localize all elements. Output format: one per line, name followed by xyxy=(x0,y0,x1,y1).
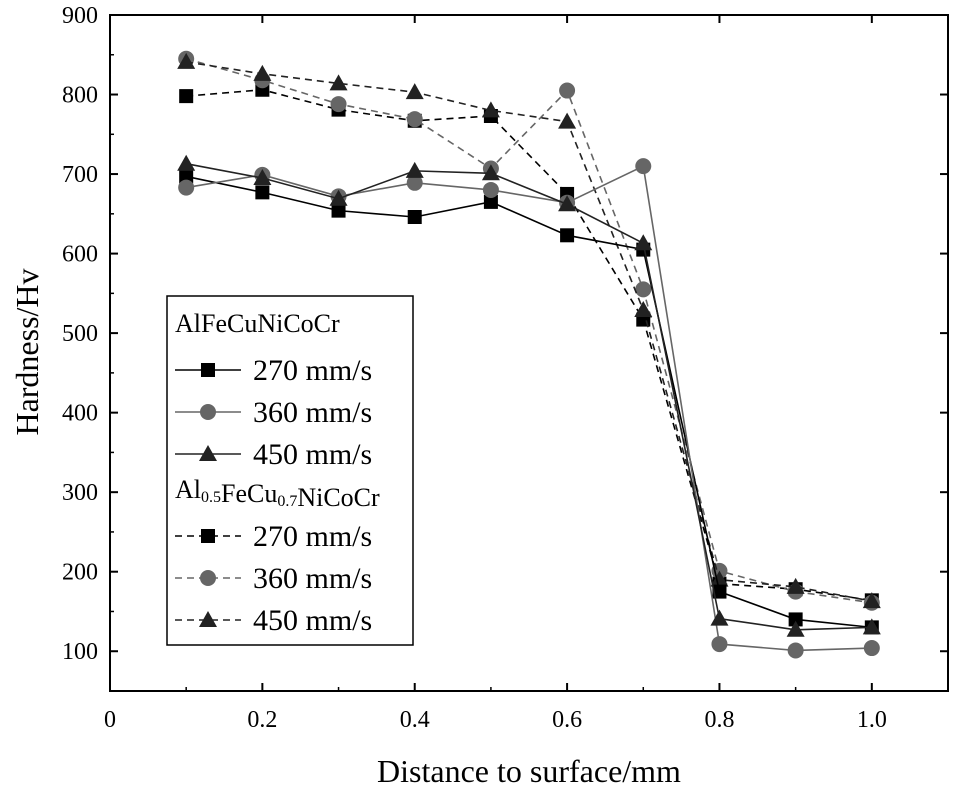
data-point xyxy=(405,161,424,178)
data-point xyxy=(179,169,194,184)
legend-label: 450 mm/s xyxy=(253,438,372,471)
series-solid-triangle xyxy=(177,154,881,637)
data-point xyxy=(177,154,196,171)
legend-label: 360 mm/s xyxy=(253,396,372,429)
plot-frame xyxy=(109,14,949,692)
data-point xyxy=(178,179,195,196)
data-point xyxy=(634,301,653,318)
x-tick-label: 1.0 xyxy=(857,707,887,733)
data-point xyxy=(179,89,194,104)
y-tick-label: 300 xyxy=(62,480,98,506)
legend-group-title: AlFeCuNiCoCr xyxy=(175,309,340,338)
data-point xyxy=(559,82,576,99)
data-point xyxy=(862,592,881,609)
legend-marker xyxy=(201,363,215,377)
series-line xyxy=(186,88,872,602)
data-point xyxy=(406,174,423,191)
data-point xyxy=(331,203,346,218)
data-point xyxy=(863,640,880,657)
legend-marker xyxy=(200,404,216,420)
data-point xyxy=(330,96,347,113)
series-dashed-triangle xyxy=(177,52,881,609)
data-point xyxy=(558,112,577,129)
y-tick-label: 100 xyxy=(62,639,98,665)
data-point xyxy=(787,642,804,659)
data-point xyxy=(711,636,728,653)
y-tick-label: 600 xyxy=(62,242,98,268)
data-point xyxy=(253,64,272,81)
series-line xyxy=(186,162,872,631)
data-point xyxy=(407,210,422,225)
y-tick-label: 800 xyxy=(62,83,98,109)
y-axis-title: Hardness/Hv xyxy=(9,268,45,435)
data-point xyxy=(481,164,500,181)
series-line xyxy=(186,175,872,629)
y-tick-label: 500 xyxy=(62,321,98,347)
data-point xyxy=(710,570,729,587)
legend-marker xyxy=(200,570,216,586)
legend-label: 270 mm/s xyxy=(253,354,372,387)
x-tick-label: 0.8 xyxy=(704,707,734,733)
data-point xyxy=(177,52,196,69)
series-layer xyxy=(177,50,881,659)
data-point xyxy=(481,101,500,118)
legend: AlFeCuNiCoCr 270 mm/s 360 mm/s 450 mm/s Al0.… xyxy=(166,295,414,646)
data-point xyxy=(712,584,727,599)
legend-marker xyxy=(199,611,217,627)
data-point xyxy=(788,612,803,627)
data-point xyxy=(483,194,498,209)
y-tick-label: 700 xyxy=(62,162,98,188)
data-point xyxy=(862,618,881,635)
legend-group-title: Al0.5FeCu0.7NiCoCr xyxy=(175,475,380,512)
data-point xyxy=(405,83,424,100)
legend-marker xyxy=(201,529,215,543)
data-point xyxy=(786,620,805,637)
series-line xyxy=(186,164,872,652)
data-point xyxy=(558,195,577,212)
x-tick-label: 0.6 xyxy=(552,707,582,733)
legend-label: 270 mm/s xyxy=(253,520,372,553)
legend-box xyxy=(166,295,414,646)
y-tick-label: 900 xyxy=(62,3,98,29)
x-tick-label: 0.2 xyxy=(247,707,277,733)
legend-label: 360 mm/s xyxy=(253,562,372,595)
data-point xyxy=(329,74,348,91)
data-point xyxy=(710,609,729,626)
data-point xyxy=(255,185,270,200)
data-point xyxy=(634,234,653,251)
x-axis-title: Distance to surface/mm xyxy=(377,753,681,789)
data-point xyxy=(635,158,652,175)
data-point xyxy=(406,111,423,128)
x-tick-label: 0 xyxy=(104,707,116,733)
y-tick-label: 400 xyxy=(62,401,98,427)
x-tick-label: 0.4 xyxy=(400,707,430,733)
axes: 0 0.2 0.4 0.6 0.8 1.0 100 200 300 400 500 600 700 800… xyxy=(62,3,949,733)
data-point xyxy=(329,189,348,206)
legend-marker xyxy=(199,445,217,461)
data-point xyxy=(786,577,805,594)
data-point xyxy=(560,228,575,243)
legend-label: 450 mm/s xyxy=(253,604,372,637)
data-point xyxy=(635,281,652,298)
y-tick-label: 200 xyxy=(62,560,98,586)
data-point xyxy=(253,169,272,186)
data-point xyxy=(482,181,499,198)
